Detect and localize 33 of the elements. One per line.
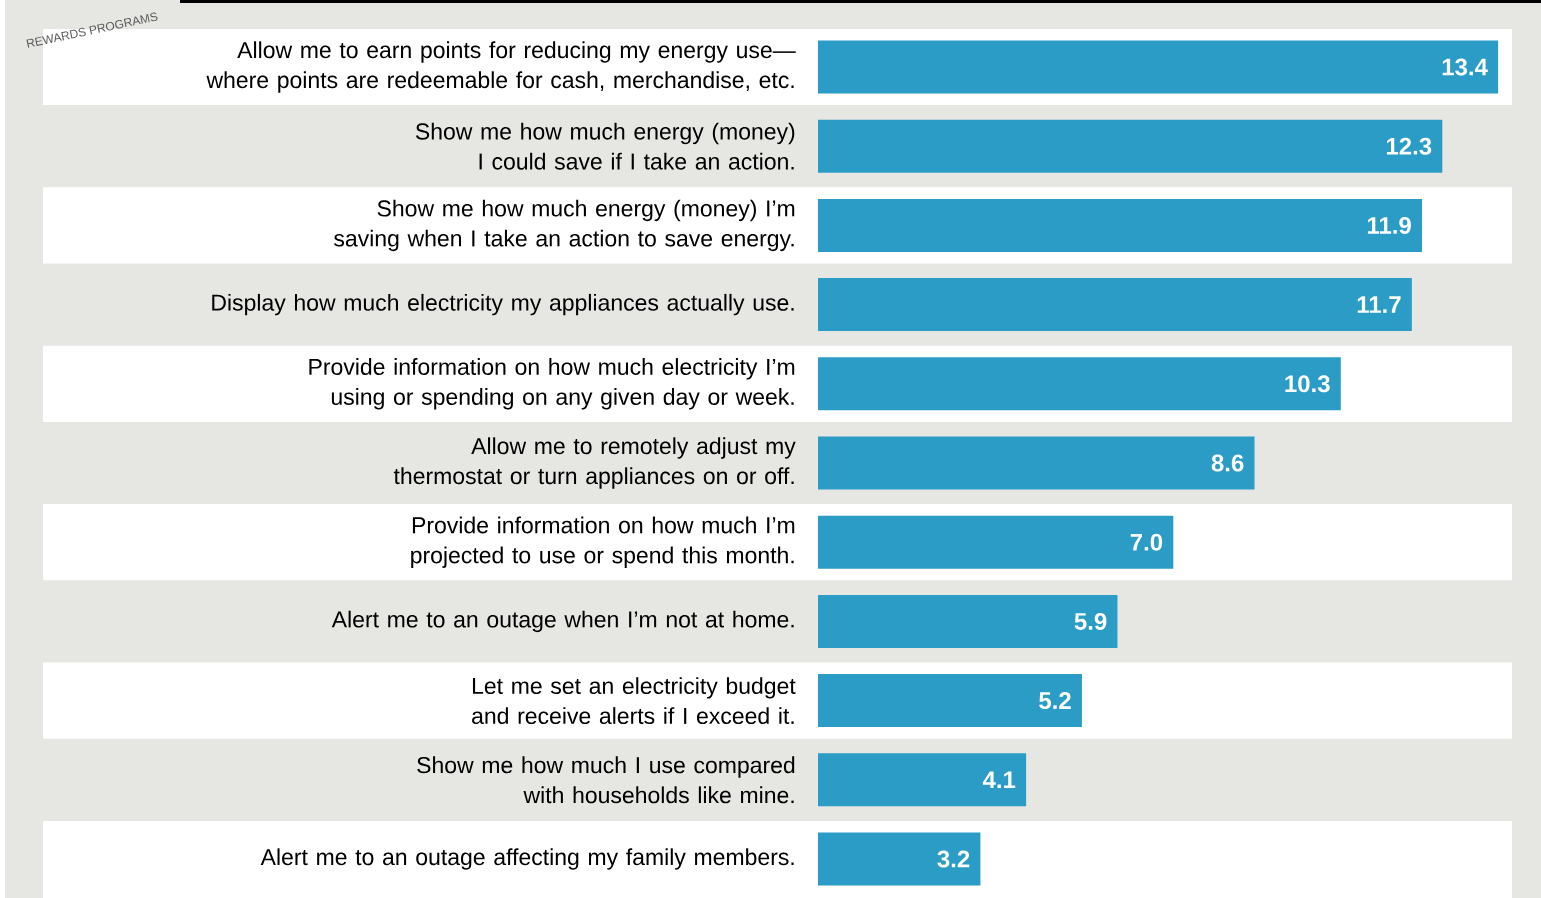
bar (818, 119, 1443, 173)
y-tick-label: Display how much electricity my appliances actually use. (212, 293, 794, 316)
bar (818, 674, 1082, 728)
bar (818, 40, 1499, 94)
data-label: 11.7 (1357, 296, 1401, 313)
bar (818, 198, 1422, 252)
y-tick-label: Allow me to remotely adjust my thermostat or turn appliances on or off. (393, 437, 796, 489)
y-tick-label: Show me how much I use compared with households like mine. (417, 756, 795, 804)
bar (818, 357, 1341, 411)
data-label: 3.2 (937, 850, 970, 868)
y-tick-label: Provide information on how much I’m projected to use or spend this month. (411, 516, 795, 568)
data-label: 4.1 (982, 771, 1016, 789)
y-tick-label: Let me set an electricity budget and receive alerts if I exceed it. (472, 677, 796, 725)
data-label: 11.9 (1367, 216, 1411, 234)
data-label: 5.2 (1039, 692, 1071, 710)
bar (818, 832, 981, 886)
data-label: 8.6 (1211, 454, 1244, 472)
bar (818, 753, 1027, 807)
data-label: 7.0 (1130, 533, 1163, 551)
data-label: 12.3 (1386, 137, 1432, 155)
bar (818, 515, 1174, 569)
data-label: 10.3 (1285, 375, 1330, 393)
y-tick-label: Show me how much energy (money) I’m saving when I take an action to save energy. (334, 199, 795, 252)
bar (818, 278, 1412, 332)
y-tick-label: Show me how much energy (money) I could save if I take an action. (415, 122, 795, 170)
bar (818, 594, 1118, 648)
y-tick-label: Provide information on how much electricity I’m using or spending on any given day or week. (309, 358, 795, 410)
bar (818, 436, 1255, 490)
y-tick-label: Allow me to earn points for reducing my energy use—where points are redeemable for cash, merchandise, etc. (206, 41, 796, 93)
data-label: 5.9 (1074, 612, 1107, 630)
y-tick-label: Alert me to an outage affecting my family members. (260, 848, 794, 870)
y-tick-label: Alert me to an outage when I’m not at home. (331, 610, 794, 633)
data-label: 13.4 (1442, 58, 1488, 76)
